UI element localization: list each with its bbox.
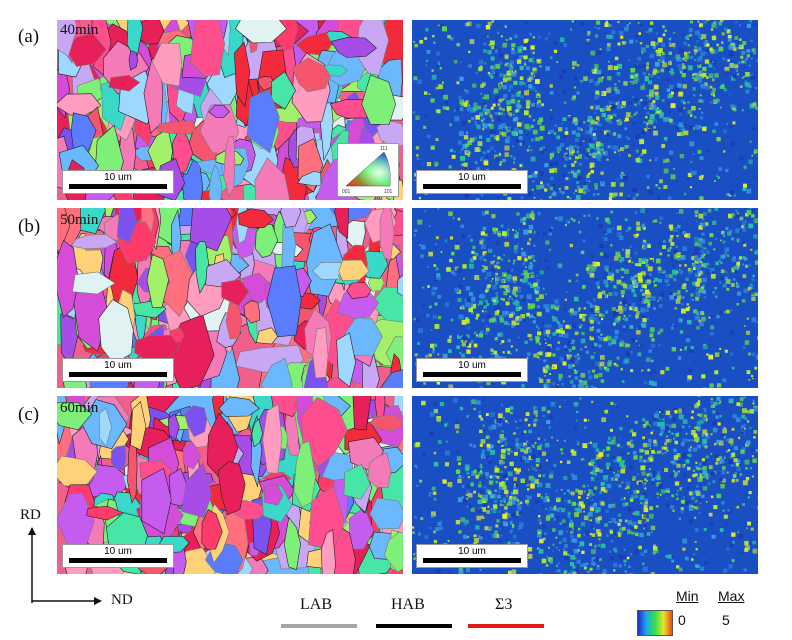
time-label-b: 50min (60, 212, 99, 228)
scale-bar-text: 10 um (458, 172, 486, 183)
ipf-triangle-key: 001 101 111 (337, 143, 399, 197)
ipf-key-corner-111: 111 (380, 146, 388, 152)
scale-bar-text: 10 um (458, 546, 486, 557)
legend-sigma3-line (468, 624, 544, 628)
colorbar (637, 610, 673, 636)
scale-bar-ipf-a: 10 um (62, 170, 174, 194)
legend-lab-line (281, 624, 357, 628)
scale-bar-text: 10 um (104, 546, 132, 557)
time-label-a: 40min (60, 22, 99, 38)
scale-bar-ipf-b: 10 um (62, 358, 174, 382)
legend-hab-line (376, 624, 452, 628)
scale-bar-line (69, 372, 167, 377)
scale-bar-text: 10 um (104, 172, 132, 183)
scale-bar-line (423, 558, 521, 563)
panel-label-c: (c) (18, 404, 40, 425)
ipf-key-corner-101: 101 (384, 189, 393, 195)
colorbar-min-label: Min (676, 588, 699, 604)
scale-bar-line (423, 372, 521, 377)
colorbar-min-value: 0 (678, 612, 686, 628)
panel-label-b: (b) (18, 216, 41, 237)
axis-label-nd: ND (111, 592, 133, 608)
scale-bar-text: 10 um (104, 360, 132, 371)
scale-bar-kam-c: 10 um (416, 544, 528, 568)
legend-lab-label: LAB (300, 596, 332, 613)
panel-label-a: (a) (18, 26, 40, 47)
scale-bar-kam-b: 10 um (416, 358, 528, 382)
axis-label-rd: RD (20, 507, 41, 523)
legend-hab-label: HAB (391, 596, 425, 613)
legend-sigma3-label: Σ3 (495, 596, 513, 613)
axis-arrows (28, 527, 102, 605)
ipf-map-c (57, 396, 403, 574)
scale-bar-text: 10 um (458, 360, 486, 371)
scale-bar-kam-a: 10 um (416, 170, 528, 194)
time-label-c: 60min (60, 400, 99, 416)
ipf-map-b (57, 208, 403, 388)
scale-bar-line (69, 184, 167, 189)
scale-bar-ipf-c: 10 um (62, 544, 174, 568)
colorbar-max-label: Max (718, 588, 745, 604)
scale-bar-line (69, 558, 167, 563)
colorbar-max-value: 5 (722, 612, 730, 628)
ipf-key-corner-001: 001 (342, 189, 351, 195)
kam-map-a (412, 20, 758, 200)
scale-bar-line (423, 184, 521, 189)
